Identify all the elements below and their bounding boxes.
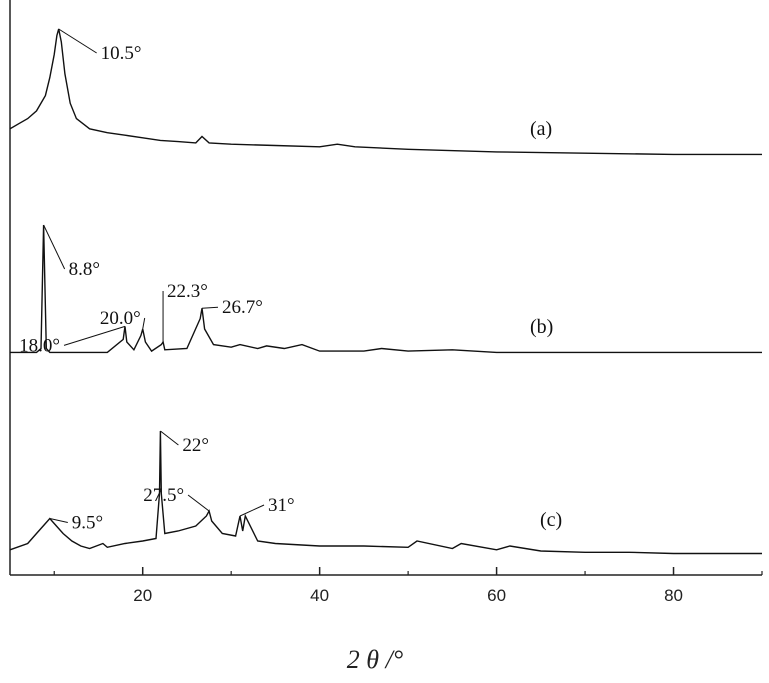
annotation-leader: [160, 431, 178, 445]
x-ticks: 20 40 60 80: [54, 567, 762, 605]
series-line-2: [10, 225, 762, 352]
peak-annotation: 31°: [268, 495, 295, 516]
peak-annotation: 9.5°: [72, 513, 103, 534]
x-tick-label: 60: [487, 586, 506, 605]
x-tick-label: 20: [133, 586, 152, 605]
peak-annotation: 18.0°: [19, 335, 60, 356]
series-label-3: (c): [540, 509, 562, 531]
series-line-3: [10, 431, 762, 554]
annotation-leader: [143, 318, 145, 329]
series-label-1: (a): [530, 118, 552, 140]
peak-annotation: 26.7°: [222, 297, 263, 318]
peak-annotation: 27.5°: [143, 485, 184, 506]
annotation-leader: [202, 307, 218, 308]
annotation-leader: [188, 495, 209, 511]
annotation-leader: [44, 225, 65, 269]
series-layer: [10, 29, 762, 554]
peak-annotation: 10.5°: [101, 43, 142, 64]
peak-annotation: 22°: [182, 435, 209, 456]
x-tick-label: 40: [310, 586, 329, 605]
x-tick-label: 80: [664, 586, 683, 605]
series-label-2: (b): [530, 316, 553, 338]
peak-annotation: 22.3°: [167, 281, 208, 302]
annotation-layer: (a) 10.5° (b) 8.8° 18.0° 20.0° 22.3° 26.7° (c) 9.…: [19, 29, 562, 534]
annotation-leader: [59, 29, 97, 53]
peak-annotation: 20.0°: [100, 308, 141, 329]
x-axis-title: 2 θ /°: [347, 645, 403, 674]
plot-frame: [10, 0, 762, 575]
annotation-leader: [64, 326, 125, 345]
peak-annotation: 8.8°: [69, 259, 100, 280]
annotation-leader: [240, 505, 264, 516]
